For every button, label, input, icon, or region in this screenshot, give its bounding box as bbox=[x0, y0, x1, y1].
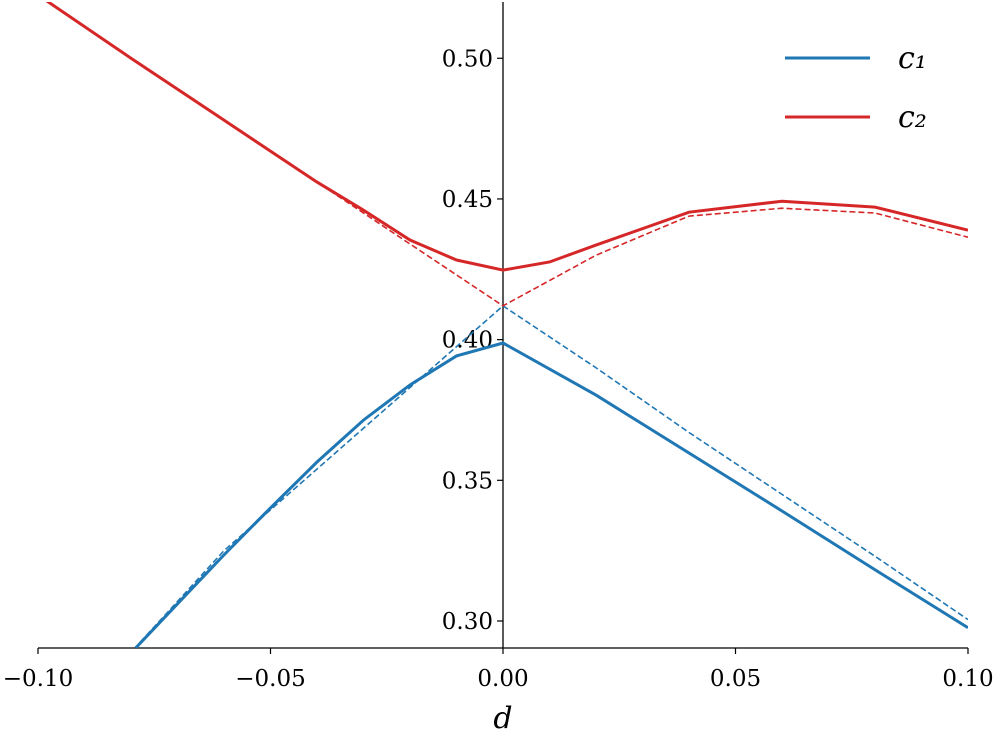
legend-label: c₂ bbox=[898, 100, 927, 135]
x-tick-label: −0.05 bbox=[235, 666, 305, 692]
x-tick-label: −0.10 bbox=[3, 666, 73, 692]
y-tick-label: 0.30 bbox=[442, 609, 493, 635]
y-tick-label: 0.45 bbox=[442, 187, 493, 213]
y-tick-label: 0.40 bbox=[442, 328, 493, 354]
y-tick-label: 0.50 bbox=[442, 46, 493, 72]
series-line bbox=[134, 341, 968, 648]
y-tick-label: 0.35 bbox=[442, 468, 493, 494]
series-line bbox=[45, 2, 968, 272]
dashed-line bbox=[46, 2, 968, 307]
x-tick-label: 0.05 bbox=[710, 666, 761, 692]
x-tick-label: 0.10 bbox=[942, 666, 993, 692]
x-tick-label: 0.00 bbox=[477, 666, 528, 692]
x-axis-label: d bbox=[493, 701, 512, 731]
legend-label: c₁ bbox=[898, 41, 927, 76]
dashed-line bbox=[139, 304, 968, 643]
